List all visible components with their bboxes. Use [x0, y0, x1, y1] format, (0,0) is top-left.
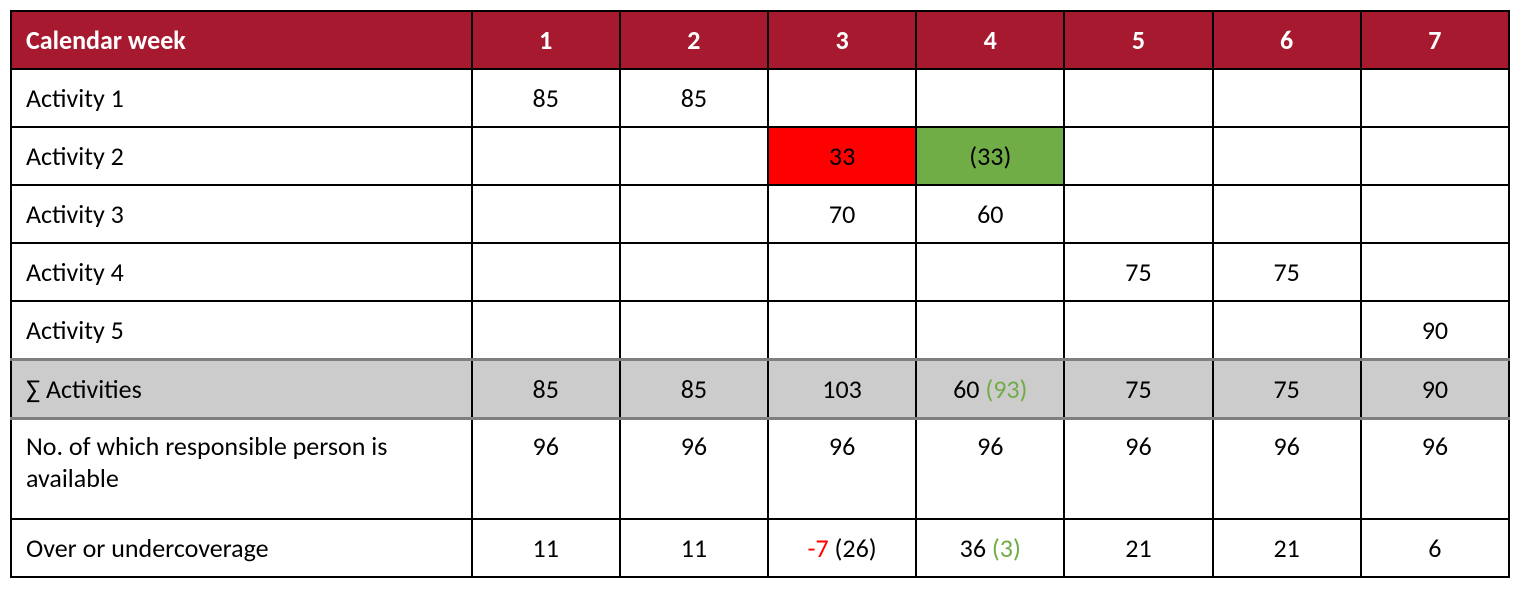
cell	[1361, 243, 1509, 301]
cell: 21	[1213, 519, 1361, 577]
cell	[916, 243, 1064, 301]
cell	[1213, 69, 1361, 127]
row-label: Over or undercoverage	[11, 519, 472, 577]
cell: 70	[768, 185, 916, 243]
header-week-1: 1	[472, 11, 620, 69]
cell: 75	[1064, 360, 1212, 419]
cell	[1361, 69, 1509, 127]
cell: 6	[1361, 519, 1509, 577]
cell	[1361, 127, 1509, 185]
cell: 85	[472, 69, 620, 127]
header-week-3: 3	[768, 11, 916, 69]
row-availability: No. of which responsible person is avail…	[11, 419, 1509, 520]
cell	[768, 243, 916, 301]
header-row: Calendar week 1 2 3 4 5 6 7	[11, 11, 1509, 69]
cell	[916, 301, 1064, 360]
cell: 75	[1064, 243, 1212, 301]
cell	[620, 243, 768, 301]
cov-w3-neg: -7	[808, 532, 835, 564]
header-week-4: 4	[916, 11, 1064, 69]
cell-highlight-green: (33)	[916, 127, 1064, 185]
cell	[1213, 127, 1361, 185]
row-activity-5: Activity 5 90	[11, 301, 1509, 360]
cell: 96	[620, 419, 768, 520]
cell: 75	[1213, 360, 1361, 419]
cell-mixed: 60 (93)	[916, 360, 1064, 419]
cell: 75	[1213, 243, 1361, 301]
sum-w4-paren: (93)	[985, 373, 1027, 405]
cov-w4-main: 36	[960, 532, 992, 564]
cell	[472, 127, 620, 185]
calendar-week-table: Calendar week 1 2 3 4 5 6 7 Activity 1 8…	[10, 10, 1510, 578]
cell	[1213, 185, 1361, 243]
cell	[620, 185, 768, 243]
cell: 11	[472, 519, 620, 577]
cell: 96	[1213, 419, 1361, 520]
cell: 85	[620, 360, 768, 419]
cell: 85	[620, 69, 768, 127]
cov-w4-paren: (3)	[992, 532, 1021, 564]
cell	[1213, 301, 1361, 360]
cell	[472, 243, 620, 301]
cell-highlight-red: 33	[768, 127, 916, 185]
cell	[1064, 69, 1212, 127]
row-coverage: Over or undercoverage 11 11 -7 (26) 36 (…	[11, 519, 1509, 577]
cell	[1064, 185, 1212, 243]
cell	[1064, 127, 1212, 185]
row-activity-2: Activity 2 33 (33)	[11, 127, 1509, 185]
cell: 90	[1361, 301, 1509, 360]
sum-w4-main: 60	[953, 373, 985, 405]
cell: 11	[620, 519, 768, 577]
cell: 60	[916, 185, 1064, 243]
row-activity-1: Activity 1 85 85	[11, 69, 1509, 127]
cell	[620, 301, 768, 360]
cell: 103	[768, 360, 916, 419]
cov-w3-paren: (26)	[835, 532, 877, 564]
cell-mixed: 36 (3)	[916, 519, 1064, 577]
row-activity-3: Activity 3 70 60	[11, 185, 1509, 243]
row-activity-4: Activity 4 75 75	[11, 243, 1509, 301]
cell	[768, 301, 916, 360]
cell	[472, 185, 620, 243]
cell	[620, 127, 768, 185]
cell: 96	[472, 419, 620, 520]
header-week-5: 5	[1064, 11, 1212, 69]
row-label: Activity 1	[11, 69, 472, 127]
row-label: ∑ Activities	[11, 360, 472, 419]
row-label: Activity 2	[11, 127, 472, 185]
cell	[768, 69, 916, 127]
row-sum-activities: ∑ Activities 85 85 103 60 (93) 75 75 90	[11, 360, 1509, 419]
row-label: Activity 4	[11, 243, 472, 301]
cell-mixed: -7 (26)	[768, 519, 916, 577]
row-label: Activity 3	[11, 185, 472, 243]
cell: 85	[472, 360, 620, 419]
row-label: Activity 5	[11, 301, 472, 360]
cell	[1064, 301, 1212, 360]
cell	[1361, 185, 1509, 243]
cell: 90	[1361, 360, 1509, 419]
cell: 96	[768, 419, 916, 520]
header-week-7: 7	[1361, 11, 1509, 69]
row-label: No. of which responsible person is avail…	[11, 419, 472, 520]
cell	[916, 69, 1064, 127]
header-label: Calendar week	[11, 11, 472, 69]
cell: 96	[1064, 419, 1212, 520]
cell: 21	[1064, 519, 1212, 577]
cell	[472, 301, 620, 360]
header-week-2: 2	[620, 11, 768, 69]
cell: 96	[1361, 419, 1509, 520]
cell: 96	[916, 419, 1064, 520]
header-week-6: 6	[1213, 11, 1361, 69]
